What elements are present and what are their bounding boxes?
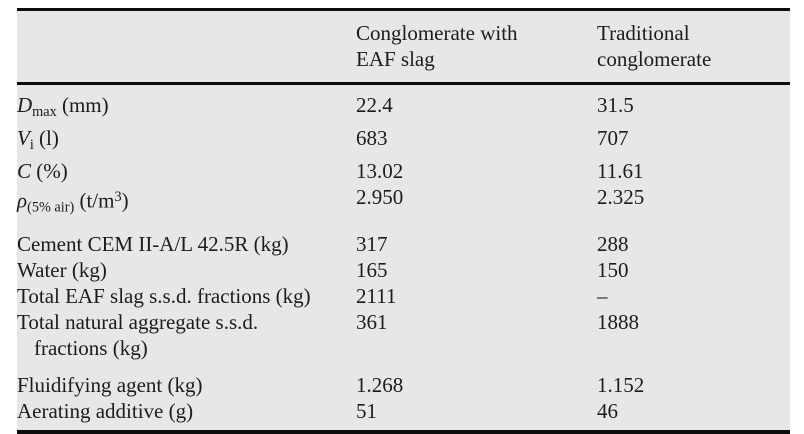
value-eaf-slag: 317 bbox=[356, 232, 388, 257]
row-label: Total natural aggregate s.s.d. fractions … bbox=[17, 309, 356, 361]
table-header-row: Conglomerate with EAF slag Traditional c… bbox=[17, 11, 790, 85]
row-label-part: Aerating additive (g) bbox=[17, 399, 194, 424]
row-label-part: i bbox=[29, 136, 34, 153]
row-label-part: (mm) bbox=[56, 93, 109, 117]
table-row: Total natural aggregate s.s.d. fractions … bbox=[17, 309, 790, 361]
table-row: Vi (l) 683 707 bbox=[17, 125, 790, 158]
row-label-part: Water (kg) bbox=[17, 258, 107, 283]
table-row: Cement CEM II-A/L 42.5R (kg) 317 288 bbox=[17, 231, 790, 257]
row-label: Water (kg) bbox=[17, 257, 356, 283]
row-label: ρ(5% air) (t/m3) bbox=[17, 184, 356, 220]
row-label: C (%) bbox=[17, 158, 356, 184]
value-eaf-slag: 2111 bbox=[356, 284, 397, 309]
table-row: ρ(5% air) (t/m3) 2.950 2.325 bbox=[17, 184, 790, 220]
row-label-part: (5% air) bbox=[27, 199, 75, 216]
row-label-part: (l) bbox=[33, 125, 59, 150]
row-label-part: ρ bbox=[17, 188, 28, 213]
row-label: Dmax (mm) bbox=[17, 92, 356, 125]
table-row: Total EAF slag s.s.d. fractions (kg) 2111… bbox=[17, 283, 790, 309]
value-eaf-slag: 2.950 bbox=[356, 184, 404, 209]
value-traditional: 46 bbox=[597, 399, 618, 424]
row-label-part: 3 bbox=[114, 188, 122, 205]
table-row: C (%) 13.02 11.61 bbox=[17, 158, 790, 184]
mix-design-table: Conglomerate with EAF slag Traditional c… bbox=[17, 8, 790, 434]
table-row: Aerating additive (g) 51 46 bbox=[17, 398, 790, 424]
row-label-part: Fluidifying agent (kg) bbox=[17, 373, 203, 398]
value-eaf-slag: 1.268 bbox=[356, 373, 404, 398]
value-traditional: 1.152 bbox=[597, 373, 645, 398]
row-label-part: V bbox=[17, 125, 30, 150]
row-label-part: D bbox=[17, 93, 33, 117]
table-body: Dmax (mm) 22.4 31.5 Vi (l) 683 707 C (%) 13.02 1… bbox=[17, 85, 790, 430]
value-traditional: 2.325 bbox=[597, 184, 645, 209]
value-traditional: 288 bbox=[597, 232, 629, 257]
row-label-part: max bbox=[32, 103, 57, 120]
value-eaf-slag: 165 bbox=[356, 258, 388, 283]
value-eaf-slag: 683 bbox=[356, 125, 388, 150]
value-traditional: 707 bbox=[597, 125, 629, 150]
row-label: Vi (l) bbox=[17, 125, 356, 158]
row-label-part: Cement CEM II-A/L 42.5R (kg) bbox=[17, 232, 289, 257]
row-label-part: C bbox=[17, 158, 32, 183]
row-label-part: Total EAF slag s.s.d. fractions (kg) bbox=[17, 284, 311, 309]
row-label-part: Total natural aggregate s.s.d. bbox=[17, 310, 259, 335]
table-row: Dmax (mm) 22.4 31.5 bbox=[17, 92, 790, 125]
value-eaf-slag: 51 bbox=[356, 399, 377, 424]
header-conglomerate-eaf-slag: Conglomerate with EAF slag bbox=[356, 21, 518, 71]
table-row: Water (kg) 165 150 bbox=[17, 257, 790, 283]
value-eaf-slag: 361 bbox=[356, 310, 388, 335]
table-row: Fluidifying agent (kg) 1.268 1.152 bbox=[17, 372, 790, 398]
value-traditional: 11.61 bbox=[597, 158, 644, 183]
value-eaf-slag: 22.4 bbox=[356, 93, 393, 117]
row-label: Total EAF slag s.s.d. fractions (kg) bbox=[17, 283, 356, 309]
row-label-part: (t/m bbox=[74, 188, 115, 213]
row-label-part: ) bbox=[121, 188, 129, 213]
header-traditional-conglomerate: Traditional conglomerate bbox=[597, 21, 712, 71]
row-label: Aerating additive (g) bbox=[17, 398, 356, 424]
row-label-part: fractions (kg) bbox=[34, 336, 148, 361]
value-traditional: 150 bbox=[597, 258, 629, 283]
value-traditional: 31.5 bbox=[597, 93, 634, 117]
row-label-part: (%) bbox=[31, 158, 68, 183]
value-eaf-slag: 13.02 bbox=[356, 158, 404, 183]
value-traditional: – bbox=[597, 284, 608, 309]
header-empty-cell bbox=[17, 20, 356, 72]
value-traditional: 1888 bbox=[597, 310, 639, 335]
row-label: Fluidifying agent (kg) bbox=[17, 372, 356, 398]
row-label: Cement CEM II-A/L 42.5R (kg) bbox=[17, 231, 356, 257]
